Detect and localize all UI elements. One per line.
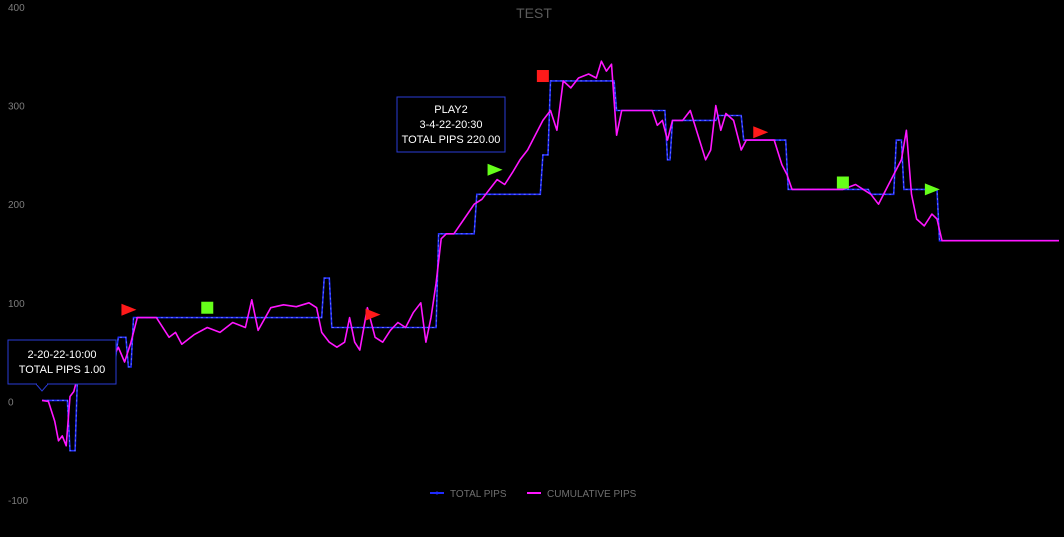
tooltip-line: PLAY2: [434, 104, 467, 116]
legend-label: TOTAL PIPS: [450, 489, 507, 500]
flag-marker: [487, 163, 503, 176]
y-axis: 400 300 200 100 0 -100: [8, 3, 28, 507]
marker-layer: [121, 70, 940, 321]
chart-title: TEST: [516, 5, 552, 21]
y-tick-label: 0: [8, 397, 14, 408]
legend-item[interactable]: TOTAL PIPS: [430, 489, 507, 500]
flag-marker: [365, 308, 381, 321]
tooltip-line: 2-20-22-10:00: [27, 349, 96, 361]
tooltip: 2-20-22-10:00 TOTAL PIPS 1.00: [7, 339, 117, 392]
legend-label: CUMULATIVE PIPS: [547, 489, 637, 500]
tooltip-line: 3-4-22-20:30: [420, 119, 483, 131]
tooltip: PLAY2 3-4-22-20:30 TOTAL PIPS 220.00: [396, 96, 506, 153]
y-tick-label: 100: [8, 299, 25, 310]
flag-marker: [924, 183, 940, 196]
y-tick-label: 300: [8, 102, 25, 113]
square-marker: [536, 70, 549, 83]
series-line-total-pips: [42, 80, 1059, 452]
tooltip-line: TOTAL PIPS 1.00: [19, 364, 106, 376]
square-marker: [836, 176, 849, 189]
flag-marker: [753, 126, 769, 139]
series-line-cumulative-pips: [41, 60, 1059, 447]
legend: TOTAL PIPS CUMULATIVE PIPS: [430, 489, 637, 500]
flag-marker: [121, 303, 137, 316]
tooltip-layer: 2-20-22-10:00 TOTAL PIPS 1.00 PLAY2 3-4-22-…: [7, 96, 506, 392]
series-layer: [41, 60, 1059, 452]
y-tick-label: 200: [8, 200, 25, 211]
square-marker: [201, 301, 214, 314]
y-tick-label: -100: [8, 496, 28, 507]
legend-item[interactable]: CUMULATIVE PIPS: [527, 489, 637, 500]
tooltip-line: TOTAL PIPS 220.00: [402, 134, 501, 146]
y-tick-label: 400: [8, 3, 25, 14]
